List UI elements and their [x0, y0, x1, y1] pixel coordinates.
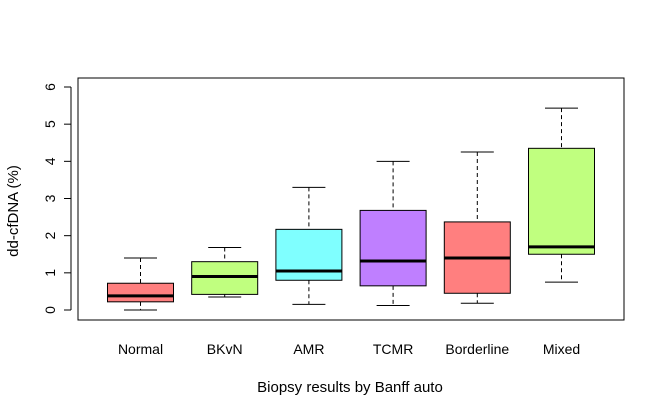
iqr-box: [275, 228, 343, 281]
x-tick-label: AMR: [293, 341, 324, 357]
plot-area-frame: [77, 77, 625, 321]
y-tick-label: 0: [42, 306, 58, 314]
box-bkvn: [191, 247, 259, 298]
y-tick-label: 1: [42, 269, 58, 277]
x-tick-label: TCMR: [373, 341, 413, 357]
y-tick-label: 2: [42, 232, 58, 240]
x-tick-label: Mixed: [543, 341, 580, 357]
iqr-box: [359, 209, 427, 287]
box-borderline: [443, 151, 511, 304]
y-axis-ticks: 0 1 2 3 4 5 6: [42, 83, 71, 314]
box-normal: [107, 257, 174, 311]
y-tick-label: 5: [42, 120, 58, 128]
box-series: [107, 107, 595, 311]
y-tick-label: 6: [42, 83, 58, 91]
x-axis-tick-labels: Normal BKvN AMR TCMR Borderline Mixed: [118, 341, 580, 357]
box-tcmr: [359, 160, 427, 307]
x-tick-label: BKvN: [207, 341, 243, 357]
box-mixed: [528, 107, 595, 283]
box-amr: [275, 186, 343, 305]
iqr-box: [107, 282, 174, 303]
iqr-box: [528, 147, 595, 255]
y-tick-label: 3: [42, 194, 58, 202]
x-axis-title: Biopsy results by Banff auto: [257, 379, 443, 396]
y-axis-title: dd-cfDNA (%): [5, 165, 22, 257]
y-tick-label: 4: [42, 157, 58, 165]
x-tick-label: Borderline: [445, 341, 509, 357]
x-tick-label: Normal: [118, 341, 163, 357]
